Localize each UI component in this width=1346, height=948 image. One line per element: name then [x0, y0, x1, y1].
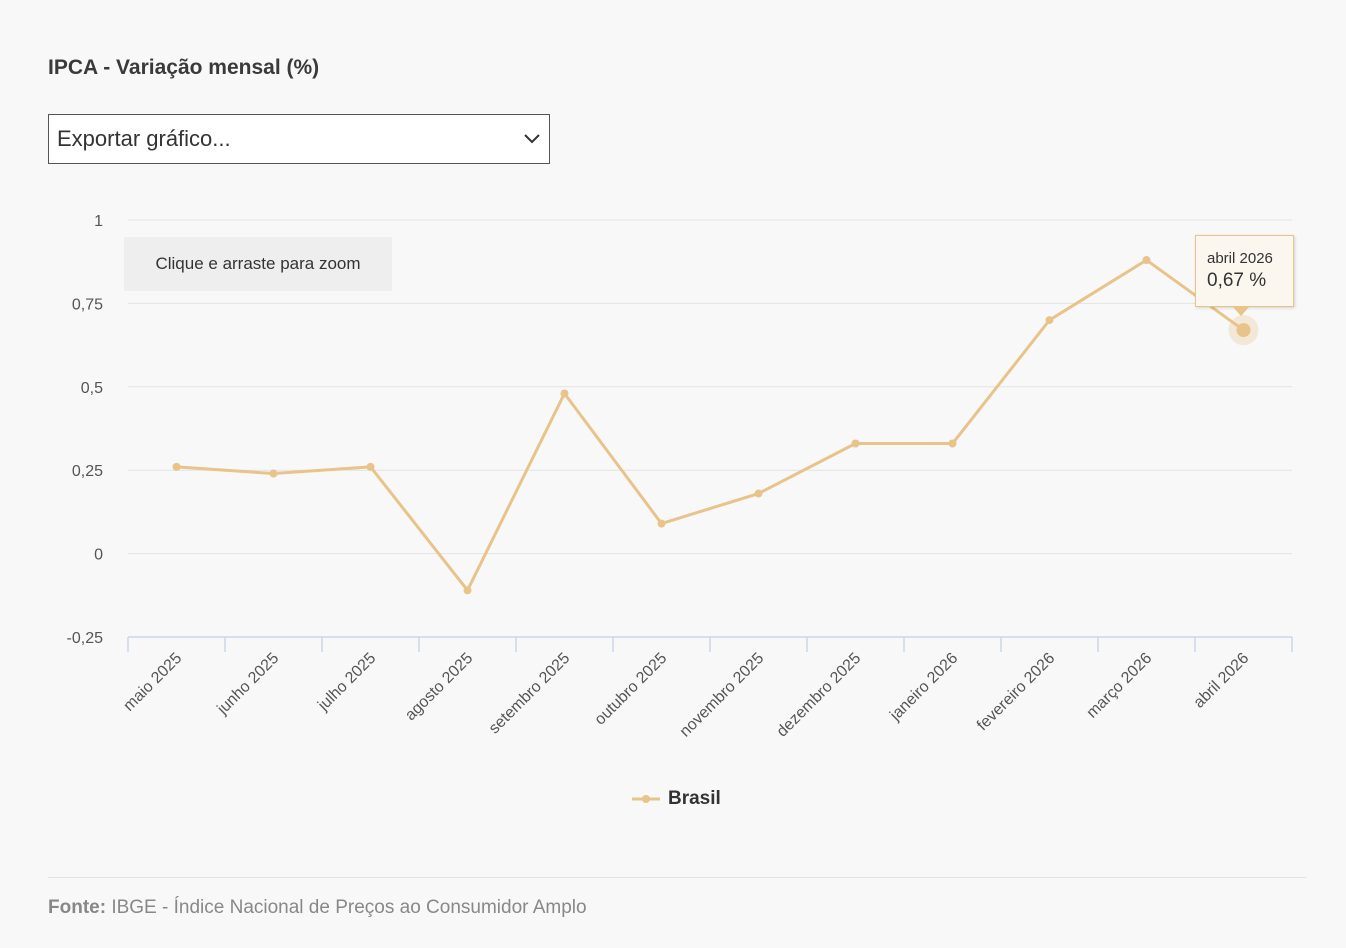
x-tick-label: maio 2025: [120, 650, 185, 715]
data-point: [269, 469, 278, 478]
data-point: [172, 462, 181, 471]
y-tick-label: 0: [94, 547, 103, 564]
x-tick-label: março 2026: [1084, 650, 1156, 722]
tooltip-date: abril 2026: [1207, 250, 1273, 267]
y-tick-label: 1: [94, 213, 103, 230]
x-tick-label: junho 2025: [214, 650, 283, 719]
data-point-highlighted: [1236, 323, 1251, 338]
data-point: [366, 462, 375, 471]
x-tick-label: julho 2025: [314, 650, 379, 715]
tooltip-value: 0,67 %: [1207, 270, 1267, 291]
data-point: [754, 489, 763, 498]
data-point: [851, 439, 860, 448]
zoom-hint-button[interactable]: Clique e arraste para zoom: [124, 237, 392, 291]
y-tick-label: 0,75: [72, 296, 103, 313]
series-line-brasil: [176, 258, 1245, 592]
source-text: IBGE - Índice Nacional de Preços ao Cons…: [111, 897, 587, 918]
data-point: [657, 519, 666, 528]
chart-title: IPCA - Variação mensal (%): [48, 56, 320, 79]
data-point: [1142, 256, 1151, 265]
x-tick-label: outubro 2025: [592, 650, 671, 729]
data-point: [560, 389, 569, 398]
chevron-down-icon: [523, 130, 541, 148]
data-tooltip: abril 2026 0,67 %: [1195, 235, 1294, 316]
data-point: [1045, 316, 1054, 325]
export-select-label: Exportar gráfico...: [57, 126, 231, 151]
legend-line-marker-icon: [632, 795, 660, 803]
y-tick-label: -0,25: [67, 630, 104, 647]
y-tick-label: 0,5: [81, 380, 103, 397]
source-label: Fonte:: [48, 897, 107, 918]
legend-label: Brasil: [668, 788, 721, 809]
x-tick-label: janeiro 2026: [886, 650, 961, 725]
x-tick-label: novembro 2025: [677, 650, 768, 741]
y-tick-label: 0,25: [72, 463, 103, 480]
data-point: [463, 586, 472, 595]
x-tick-label: setembro 2025: [486, 650, 574, 738]
export-chart-select[interactable]: Exportar gráfico...: [48, 114, 550, 164]
x-tick-label: agosto 2025: [402, 650, 476, 724]
x-tick-label: dezembro 2025: [774, 650, 865, 741]
source-note: Fonte: IBGE - Índice Nacional de Preços …: [48, 897, 587, 919]
data-point: [948, 439, 957, 448]
x-tick-label: fevereiro 2026: [974, 650, 1058, 734]
legend-item-brasil[interactable]: Brasil: [632, 788, 721, 810]
footer-divider: [48, 877, 1306, 878]
x-tick-label: abril 2026: [1191, 650, 1253, 712]
